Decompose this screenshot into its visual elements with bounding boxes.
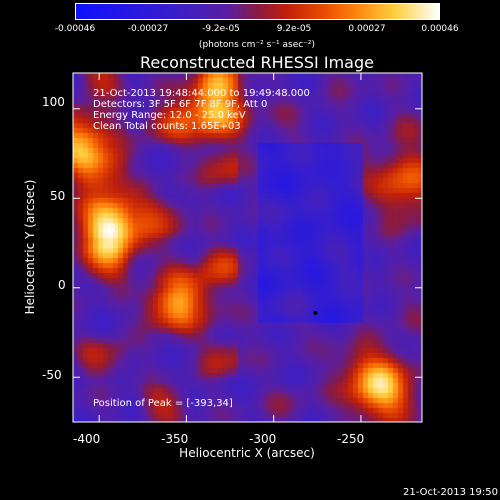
plot-timestamp: 21-Oct-2013 19:50	[403, 487, 498, 498]
colorbar	[75, 3, 440, 20]
energy-annotation: Energy Range: 12.0 - 25.0 keV	[93, 110, 246, 121]
x-tick-label: -350	[161, 432, 189, 446]
y-axis-label: Heliocentric Y (arcsec)	[23, 179, 37, 315]
colorbar-tick-label: -0.00046	[54, 24, 96, 34]
y-tick-label: 100	[42, 95, 65, 109]
y-tick-label: 0	[58, 278, 66, 292]
x-tick-label: -400	[73, 432, 101, 446]
center-dot	[313, 310, 318, 315]
peak-annotation: Position of Peak = [-393,34]	[93, 398, 233, 409]
colorbar-units: (photons cm⁻² s⁻¹ asec⁻²)	[198, 40, 316, 50]
plot-frame	[72, 72, 423, 423]
x-tick-label: -300	[249, 432, 277, 446]
peak-marker	[107, 223, 115, 231]
clean-annotation: Clean Total counts: 1.65E+03	[93, 121, 241, 132]
colorbar-tick-label: 9.2e-05	[276, 24, 312, 34]
time-range-annotation: 21-Oct-2013 19:48:44.000 to 19:49:48.000	[93, 88, 310, 99]
colorbar-tick-label: -9.2e-05	[202, 24, 240, 34]
colorbar-tick-label: 0.00027	[348, 24, 386, 34]
y-tick-label: -50	[42, 368, 62, 382]
colorbar-tick-label: -0.00027	[127, 24, 169, 34]
heatmap-image	[73, 73, 422, 422]
x-axis-label: Heliocentric X (arcsec)	[179, 446, 315, 460]
colorbar-tick-label: 0.00046	[421, 24, 459, 34]
x-tick-label: -250	[337, 432, 365, 446]
detectors-annotation: Detectors: 3F 5F 6F 7F 8F 9F, Att 0	[93, 99, 268, 110]
y-tick-label: 50	[50, 189, 66, 203]
chart-title: Reconstructed RHESSI Image	[140, 53, 374, 72]
